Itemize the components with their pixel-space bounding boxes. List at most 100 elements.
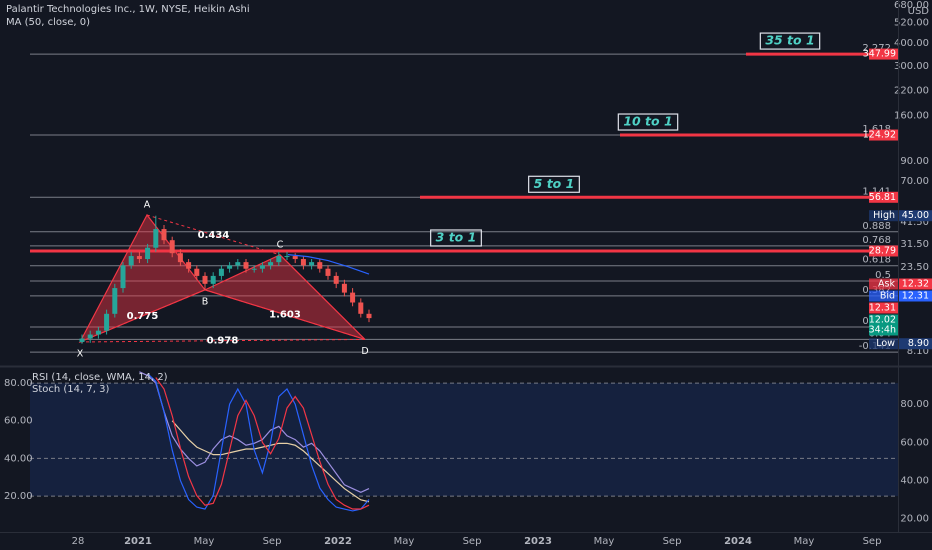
price-tag-name: Low: [876, 338, 895, 349]
candle-body: [169, 240, 175, 254]
y-tick-label: 520.00: [894, 17, 929, 28]
y-tick-label: 400.00: [894, 38, 929, 49]
candle-body: [341, 283, 347, 293]
stoch-legend: Stoch (14, 7, 3): [32, 384, 109, 395]
price-tag-box: [899, 278, 932, 290]
y-tick-label: 8.10: [907, 346, 929, 357]
price-tag-name-box: [869, 290, 898, 302]
price-tag-box: [869, 245, 899, 257]
candle-body: [268, 262, 274, 266]
ratio-label: 0.775: [127, 311, 159, 322]
x-tick-label: Sep: [663, 536, 682, 547]
price-tag-value: 347.99: [863, 49, 896, 60]
candle-body: [325, 268, 331, 276]
pattern-point-label: X: [77, 348, 84, 359]
y2-tick-label: 40.00: [900, 475, 929, 486]
pattern-point-label: B: [202, 296, 209, 307]
rsi-pane: 80.00 60.00 40.00 20.00 80.00 60.00 40.00 20.00: [4, 371, 929, 525]
target-label: 10 to 1: [623, 114, 672, 129]
chart-title: Palantir Technologies Inc., 1W, NYSE, He…: [6, 4, 250, 15]
price-tag-box: [869, 314, 899, 336]
x-tick-label: May: [394, 536, 415, 547]
x-tick-label: Sep: [263, 536, 282, 547]
target-box: [430, 229, 482, 247]
candle-body: [153, 229, 159, 248]
price-tag-box: [899, 210, 932, 222]
series-line: [147, 373, 370, 512]
price-tag-name-box: [869, 278, 898, 290]
rsi-legend: RSI (14, close, WMA, 14, 2): [32, 372, 168, 383]
price-pane: 35 to 1 10 to 1 5 to 1 3 to 1 X A B C D 0.775 0.43…: [30, 0, 932, 359]
candle-body: [194, 268, 200, 276]
y-tick-label: 40.00: [4, 453, 33, 464]
y-tick-label: 23.50: [900, 262, 929, 273]
price-tag-name: Bid: [880, 290, 895, 301]
x-tick-label: 2023: [524, 536, 552, 547]
price-tag-name-box: [869, 338, 898, 350]
price-tag-name-box: [869, 210, 898, 222]
ratio-label: 1.603: [269, 310, 301, 321]
y2-tick-label: 60.00: [900, 437, 929, 448]
target-box: [528, 175, 580, 193]
ratio-line: [204, 289, 366, 340]
candle-body: [128, 256, 134, 266]
y-tick-label: 220.00: [894, 85, 929, 96]
y-tick-label: 31.50: [900, 239, 929, 250]
series-line: [155, 377, 370, 510]
candle-body: [243, 262, 249, 269]
pattern-triangle: [203, 254, 366, 340]
price-tag-box: [869, 48, 899, 60]
candle-body: [136, 256, 142, 260]
target-label: 5 to 1: [534, 176, 575, 191]
candle-body: [145, 247, 151, 260]
candle-body: [350, 292, 356, 303]
pattern-point-label: D: [361, 346, 368, 357]
y-tick-label: 160.00: [894, 110, 929, 121]
y-tick-label: 41.50: [900, 217, 929, 228]
price-tag-name: Ask: [878, 278, 895, 289]
candle-body: [300, 259, 306, 266]
candle-body: [79, 338, 85, 342]
candle-body: [235, 262, 241, 266]
price-tag-value: 56.81: [869, 192, 896, 203]
target-label: 3 to 1: [436, 229, 477, 244]
candle-body: [112, 288, 118, 314]
y-tick-label: 20.00: [4, 491, 33, 502]
candle-body: [259, 265, 265, 269]
currency: USD: [908, 6, 930, 17]
candle-body: [227, 265, 233, 269]
candle-body: [161, 229, 167, 241]
candle-body: [95, 330, 101, 335]
x-tick-label: 2024: [724, 536, 752, 547]
price-tag-box: [869, 129, 899, 141]
candle-body: [317, 262, 323, 269]
candle-body: [210, 275, 216, 284]
candle-body: [202, 275, 208, 284]
candle-body: [120, 265, 126, 289]
price-tag-name: High: [873, 210, 895, 221]
y2-tick-label: 80.00: [900, 399, 929, 410]
ratio-line: [79, 289, 206, 343]
x-tick-label: May: [594, 536, 615, 547]
x-tick-label: Sep: [463, 536, 482, 547]
candle-body: [358, 302, 364, 314]
y-tick-label: 80.00: [4, 378, 33, 389]
price-tag-value: 124.92: [863, 130, 896, 141]
price-tag-value: 12.31: [869, 302, 896, 313]
ratio-label: 0.434: [198, 230, 230, 241]
price-tag-value: 45.00: [902, 210, 929, 221]
y-tick-label: 90.00: [900, 156, 929, 167]
price-tag-value: 12.32: [902, 278, 929, 289]
target-box: [759, 32, 821, 50]
candle-body: [276, 256, 282, 263]
fib-label: 0.5: [875, 270, 891, 281]
pattern-point-label: A: [144, 199, 151, 210]
candle-body: [309, 262, 315, 266]
y-tick-label: 70.00: [900, 176, 929, 187]
indicator-legend: MA (50, close, 0): [6, 17, 90, 28]
ma-line: [287, 254, 370, 275]
x-tick-label: May: [194, 536, 215, 547]
price-tag-value: 12.31: [902, 290, 929, 301]
